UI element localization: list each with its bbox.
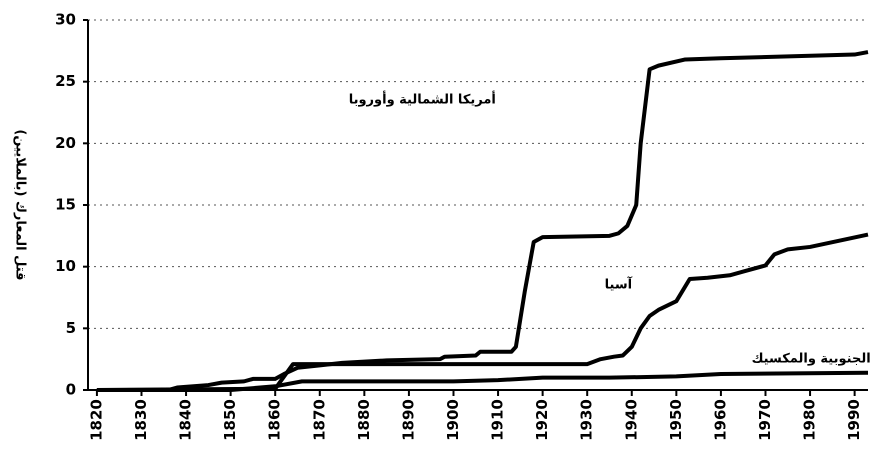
x-tick-label: 1860 bbox=[266, 399, 284, 441]
x-tick-label: 1870 bbox=[310, 399, 328, 441]
x-tick-label: 1910 bbox=[489, 399, 507, 441]
series-line bbox=[96, 370, 869, 392]
y-tick-label: 0 bbox=[66, 381, 76, 399]
x-tick-label: 1820 bbox=[87, 399, 105, 441]
series-label: أمريكا الشمالية وأوروبا bbox=[349, 91, 496, 108]
x-tick-label: 1950 bbox=[667, 399, 685, 441]
y-axis-label: قتل المعارك (بالملايين) bbox=[13, 129, 28, 280]
x-tick-label: 1920 bbox=[533, 399, 551, 441]
x-tick-label: 1890 bbox=[399, 399, 417, 441]
y-tick-label: 20 bbox=[55, 134, 76, 152]
x-tick-label: 1970 bbox=[756, 399, 774, 441]
y-tick-label: 15 bbox=[55, 196, 76, 214]
y-tick-label: 25 bbox=[55, 72, 76, 90]
series-label: آسيا bbox=[605, 276, 633, 293]
x-tick-label: 1940 bbox=[622, 399, 640, 441]
x-tick-label: 1830 bbox=[132, 399, 150, 441]
series-label: أمريكا الجنوبية والمكسيك bbox=[752, 350, 875, 367]
series-line bbox=[96, 232, 869, 392]
x-tick-label: 1990 bbox=[845, 399, 863, 441]
y-tick-label: 5 bbox=[66, 319, 76, 337]
x-tick-label: 1840 bbox=[177, 399, 195, 441]
x-tick-label: 1930 bbox=[578, 399, 596, 441]
x-tick-label: 1900 bbox=[444, 399, 462, 441]
x-tick-label: 1850 bbox=[221, 399, 239, 441]
x-tick-label: 1880 bbox=[355, 399, 373, 441]
y-tick-label: 30 bbox=[55, 11, 76, 29]
x-tick-label: 1960 bbox=[711, 399, 729, 441]
y-tick-label: 10 bbox=[55, 257, 76, 275]
x-tick-label: 1980 bbox=[801, 399, 819, 441]
series-line bbox=[96, 50, 869, 392]
